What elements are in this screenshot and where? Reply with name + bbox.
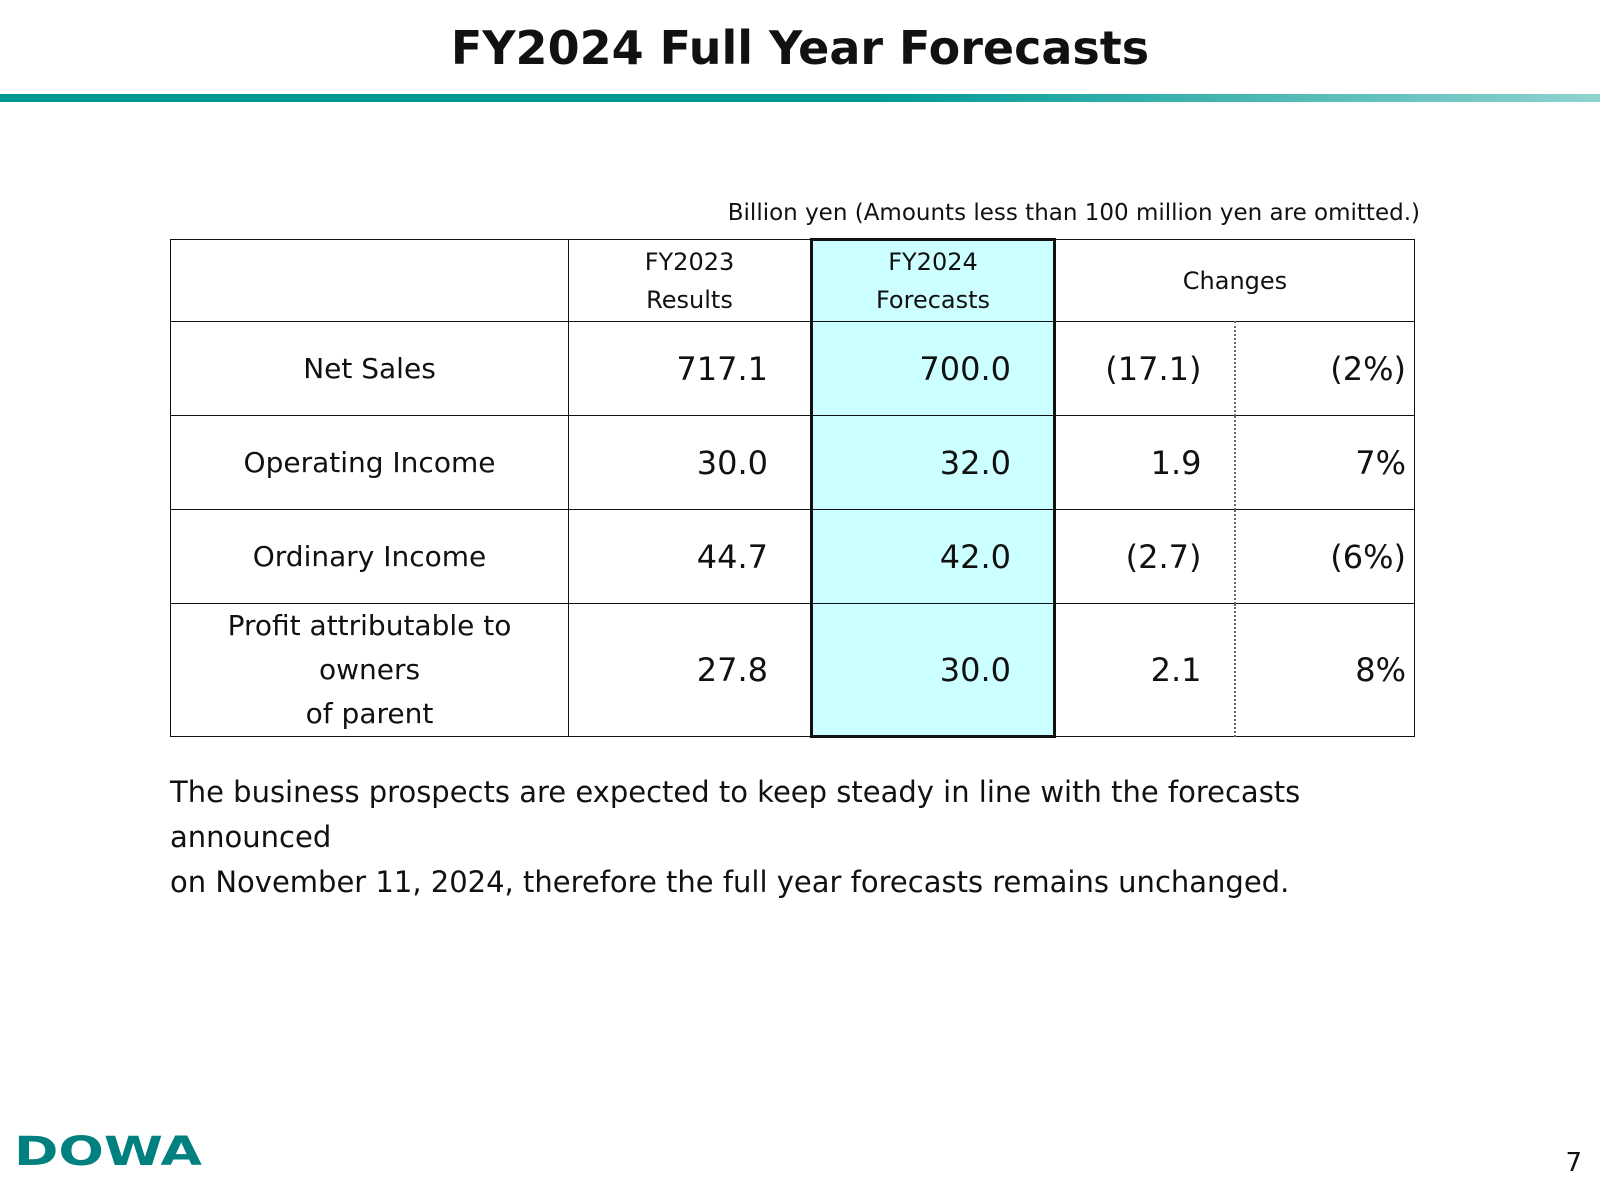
commentary-line-2: on November 11, 2024, therefore the full… [170,865,1290,899]
header-blank-cell [170,239,569,322]
page-title: FY2024 Full Year Forecasts [450,21,1150,75]
change-operating-income: 1.9 [1054,415,1236,510]
header-fy2023-results: FY2023 Results [568,239,812,322]
header-forecasts-label: Forecasts [875,286,991,314]
row-label-profit-line2: of parent [305,697,434,730]
table-row: Operating Income 30.0 32.0 1.9 7% [170,415,1415,510]
forecast-operating-income: 32.0 [810,415,1056,510]
row-label-operating-income: Operating Income [170,415,569,510]
results-net-sales: 717.1 [568,321,812,416]
row-label-net-sales: Net Sales [170,321,569,416]
title-divider [0,94,1600,102]
change-pct-profit-attributable: 8% [1233,603,1415,737]
results-profit-attributable: 27.8 [568,603,812,737]
table-row: Ordinary Income 44.7 42.0 (2.7) (6%) [170,509,1415,604]
table-header-row: FY2023 Results FY2024 Forecasts Changes [170,238,1415,322]
commentary-line-1: The business prospects are expected to k… [170,775,1301,854]
forecast-ordinary-income: 42.0 [810,509,1056,604]
header-results-label: Results [646,285,733,314]
row-label-profit-attributable: Profit attributable to owners of parent [170,603,569,737]
row-label-profit-line1: Profit attributable to owners [227,609,512,686]
change-profit-attributable: 2.1 [1054,603,1236,737]
forecast-table-container: FY2023 Results FY2024 Forecasts Changes … [170,238,1415,738]
table-row: Profit attributable to owners of parent … [170,603,1415,738]
header-forecasts-year: FY2024 [888,248,978,276]
change-net-sales: (17.1) [1054,321,1236,416]
change-pct-net-sales: (2%) [1233,321,1415,416]
results-operating-income: 30.0 [568,415,812,510]
change-ordinary-income: (2.7) [1054,509,1236,604]
header-changes: Changes [1054,239,1415,322]
change-pct-operating-income: 7% [1233,415,1415,510]
forecast-profit-attributable: 30.0 [810,603,1056,738]
forecast-net-sales: 700.0 [810,321,1056,416]
svg-text:DOWA: DOWA [14,1132,202,1170]
commentary-text: The business prospects are expected to k… [170,770,1410,905]
results-ordinary-income: 44.7 [568,509,812,604]
units-note: Billion yen (Amounts less than 100 milli… [727,200,1420,226]
dowa-logo: DOWA [14,1132,202,1170]
change-pct-ordinary-income: (6%) [1233,509,1415,604]
row-label-ordinary-income: Ordinary Income [170,509,569,604]
header-results-year: FY2023 [644,247,735,276]
table-row: Net Sales 717.1 700.0 (17.1) (2%) [170,321,1415,416]
forecast-table: FY2023 Results FY2024 Forecasts Changes … [170,238,1415,738]
header-fy2024-forecasts: FY2024 Forecasts [810,238,1056,322]
page-number: 7 [1565,1148,1582,1178]
